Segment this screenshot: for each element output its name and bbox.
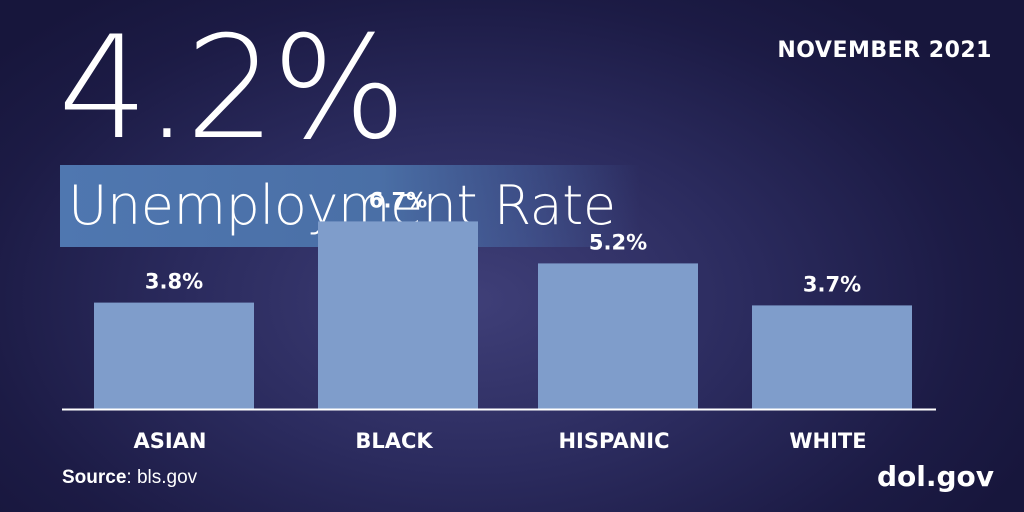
bar-white [752,305,912,409]
data-label-white: 3.7% [803,272,861,296]
category-label-black: BLACK [355,429,433,453]
data-label-asian: 3.8% [145,270,203,294]
category-label-asian: ASIAN [133,429,206,453]
report-date: NOVEMBER 2021 [777,38,992,63]
category-label-hispanic: HISPANIC [558,429,669,453]
bar-asian [94,302,254,409]
source-note: Source: bls.gov [62,467,198,488]
source-value: bls.gov [136,467,198,488]
headline-rate: 4.2% [58,6,407,171]
data-label-hispanic: 5.2% [589,230,647,254]
data-label-black: 6.7% [369,188,427,212]
bar-hispanic [538,263,698,409]
category-label-white: WHITE [789,429,866,453]
dol-logo: dol.gov [876,460,994,493]
source-label: Source [62,467,127,488]
bar-black [318,221,478,409]
